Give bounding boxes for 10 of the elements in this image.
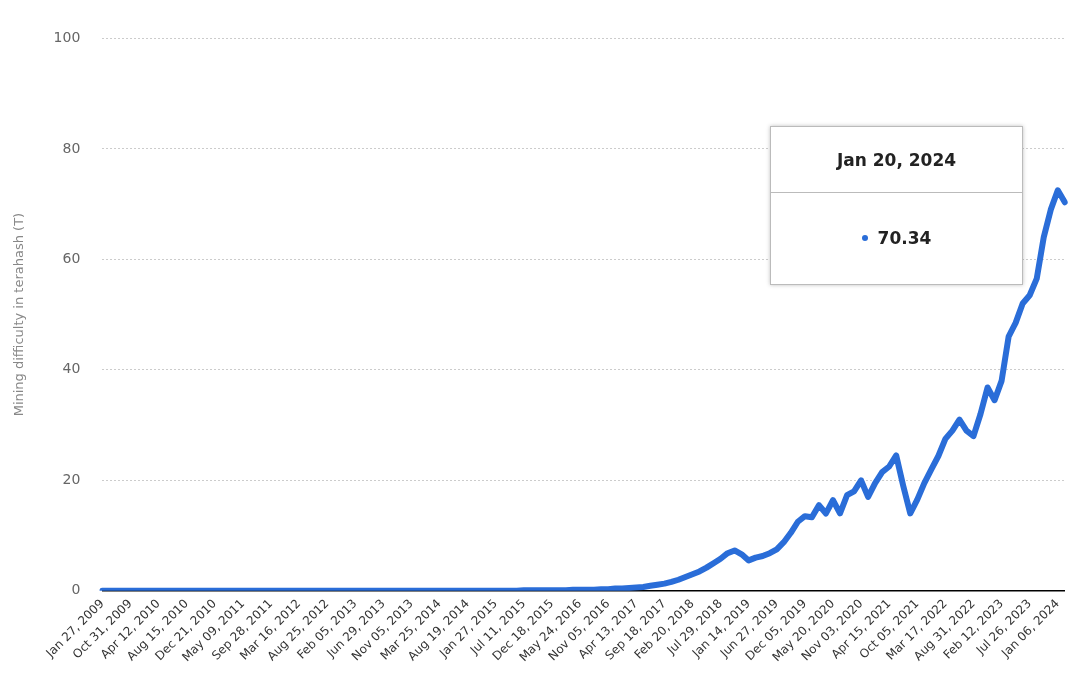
y-tick-label: 20	[62, 470, 81, 487]
y-tick-label: 80	[62, 139, 81, 156]
y-axis-title: Mining difficulty in terahash (T)	[11, 212, 27, 417]
y-tick-label: 60	[62, 250, 81, 266]
annotation: Jan 20, 2024	[771, 127, 1022, 193]
y-tick-label: 100	[53, 29, 81, 46]
y-tick-label: 0	[71, 581, 81, 598]
tooltip-panel: Jan 20, 2024 70.34	[770, 126, 1023, 285]
y-tick-label: 40	[62, 360, 81, 377]
annotation: 70.34	[877, 228, 932, 248]
